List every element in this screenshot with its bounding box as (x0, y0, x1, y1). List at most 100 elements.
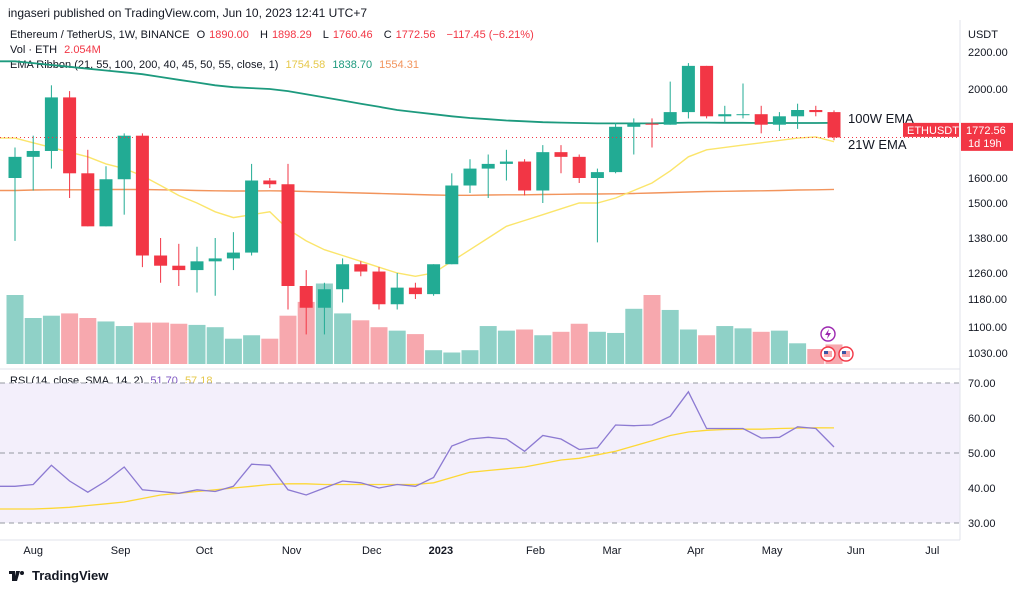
lightning-event-icon (820, 326, 836, 342)
volume-bar (679, 329, 697, 364)
candle-body (481, 163, 495, 169)
ohlc-open: O 1890.00 (197, 29, 253, 41)
candle-body (263, 180, 277, 185)
candle-body (63, 97, 77, 174)
volume-bar (133, 322, 151, 364)
candle-body (590, 172, 604, 178)
volume-bar (461, 350, 479, 364)
time-tick-label: Oct (196, 545, 213, 557)
rsi-tick-label: 50.00 (968, 448, 996, 460)
volume-bar (97, 321, 115, 364)
ohlc-low-label: L (322, 29, 329, 41)
candle (590, 168, 604, 243)
volume-bar (42, 315, 60, 364)
ohlc-high: H 1898.29 (260, 29, 316, 41)
time-tag: 1d 19h (968, 138, 1002, 150)
candle-body (44, 97, 58, 151)
candle (736, 83, 750, 119)
candle (281, 163, 295, 310)
time-tick-label: Nov (282, 545, 302, 557)
price-tick-label: 2000.00 (968, 84, 1008, 96)
candle (390, 273, 404, 310)
volume-bar (261, 338, 279, 364)
candle-body (336, 264, 350, 290)
candle (481, 154, 495, 198)
time-tick-label: Jul (925, 545, 939, 557)
candle-body (172, 265, 186, 271)
volume-bar (24, 318, 42, 364)
rsi-tick-label: 60.00 (968, 413, 996, 425)
candle-body (681, 65, 695, 113)
price-tick-label: 1100.00 (968, 322, 1007, 334)
flag-canton (824, 351, 828, 354)
candle (627, 118, 641, 155)
volume-bar (406, 334, 424, 364)
candle-body (700, 65, 714, 117)
time-tick-label: 2023 (429, 545, 453, 557)
candle (463, 159, 477, 193)
ohlc-close-label: C (383, 29, 392, 41)
time-tick-label: Mar (602, 545, 621, 557)
ohlc-high-value: 1898.29 (271, 29, 312, 41)
rsi-sma-line (0, 427, 835, 510)
candle-body (518, 161, 532, 191)
flag-canton (842, 351, 846, 354)
candle-body (609, 126, 623, 173)
tradingview-logo-icon (9, 570, 24, 581)
candle-body (390, 287, 404, 305)
volume-bar (734, 328, 752, 364)
volume-bar (770, 330, 788, 364)
publish-header: ingaseri published on TradingView.com, J… (8, 6, 368, 20)
time-tick-label: Aug (23, 545, 43, 557)
rsi-line (0, 390, 835, 496)
candle (645, 118, 659, 148)
candle (499, 149, 513, 181)
candle-body (299, 286, 313, 308)
price-tick-label: 1500.00 (968, 198, 1008, 210)
candle (408, 282, 422, 299)
candle (263, 178, 277, 188)
candle-body (208, 258, 222, 262)
volume-bar (789, 343, 807, 364)
candle (536, 145, 550, 203)
us-flag-event-icon (820, 346, 836, 362)
ohlc-change: −117.45 (−6.21%) (446, 29, 534, 41)
symbol-name: Ethereum / TetherUS, 1W, BINANCE (10, 29, 190, 41)
price-tick-label: 1600.00 (968, 173, 1008, 185)
candle (554, 145, 568, 174)
candle (336, 258, 350, 303)
rsi-tick-label: 40.00 (968, 483, 996, 495)
volume-bar (570, 323, 588, 364)
candle-body (663, 112, 677, 125)
candle-body (190, 261, 204, 271)
candle-body (463, 168, 477, 186)
candle-body (99, 179, 113, 227)
volume-bar (479, 326, 497, 364)
volume-bar (115, 326, 133, 364)
candle (718, 105, 732, 123)
price-tick-label: 1180.00 (968, 294, 1007, 306)
price-tag: 1772.56 (966, 125, 1006, 137)
candle (44, 85, 58, 169)
price-tick-label: 1380.00 (968, 233, 1008, 245)
candle-body (445, 185, 459, 265)
candle (154, 238, 168, 283)
symbol-tag: ETHUSDT (907, 125, 959, 137)
candle-body (827, 112, 841, 138)
candle-body (718, 114, 732, 117)
volume-bar (352, 320, 370, 364)
candle (354, 261, 368, 277)
volume-bar (61, 313, 79, 364)
price-axis-unit: USDT (968, 29, 998, 41)
rsi-tick-label: 70.00 (968, 378, 996, 390)
candle (427, 264, 441, 296)
symbol-tag-bg (903, 122, 959, 137)
candle-body (8, 156, 22, 178)
tradingview-logo[interactable]: TradingView (8, 568, 108, 583)
volume-bar (388, 330, 406, 364)
candle (172, 243, 186, 286)
volume-bar (334, 313, 352, 364)
candle-body (809, 110, 823, 113)
candle (609, 122, 623, 174)
